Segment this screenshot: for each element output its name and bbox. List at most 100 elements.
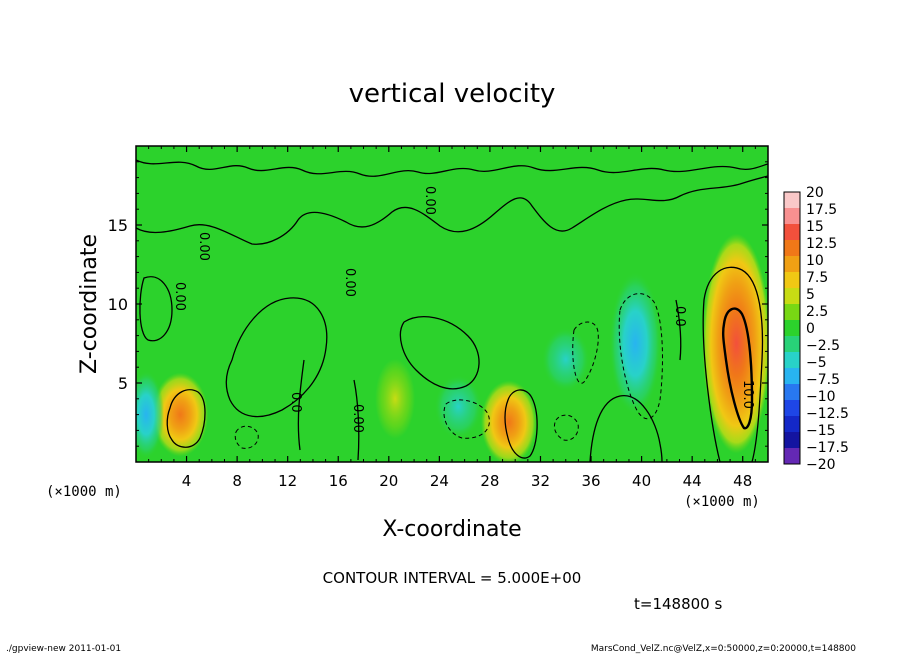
contour-zero-col-a [297,359,305,451]
colorbar-label: 10 [806,253,824,269]
colorbar-label: 15 [806,219,824,235]
colorbar-label: 17.5 [806,202,837,218]
contour-updraft-right-inner [721,307,754,430]
colorbar-label: 5 [806,287,815,303]
x-tick-label: 44 [683,472,702,490]
footer-right: MarsCond_VelZ.nc@VelZ,x=0:50000,z=0:2000… [591,644,856,654]
contour-zero-right [589,395,663,462]
colorbar-label: −20 [806,457,836,473]
x-unit-label-right: (×1000 m) [684,494,760,510]
contour-zero-upper [136,175,768,245]
colorbar-swatch [784,272,800,288]
contour-label: 10.0 [740,380,755,409]
colorbar-swatch [784,432,800,448]
colorbar-swatch [784,288,800,304]
colorbar-label: −2.5 [806,338,840,354]
x-tick-label: 40 [632,472,651,490]
colorbar-swatch [784,368,800,384]
x-tick-label: 4 [182,472,192,490]
contour-label: 0.00 [422,186,437,215]
contour-zero-col-b [353,379,360,461]
contour-zero-mid1 [225,297,328,418]
colorbar-swatch [784,448,800,464]
colorbar-swatch [784,256,800,272]
y-tick-label: 5 [118,374,128,393]
contour-updraft-mid [504,389,538,459]
contour-label: 0.00 [172,282,187,311]
contour-lines [136,159,768,462]
colorbar-label: −15 [806,423,836,439]
contour-lines-negative [234,293,663,449]
updraft-region [375,358,416,439]
colorbar-swatch [784,304,800,320]
x-tick-label: 24 [430,472,449,490]
downdraft-region [609,271,662,416]
colorbar-label: 7.5 [806,270,828,286]
contour-label: 0.0 [288,392,303,413]
contour-label: 0.00 [350,404,365,433]
updraft-region [480,380,537,462]
colorbar-swatch [784,320,800,336]
plot-area: 0.00 0.00 0.00 0.00 0.0 0.00 0.0 10.0 [136,146,768,462]
contour-interval-label: CONTOUR INTERVAL = 5.000E+00 [323,569,582,587]
contour-label: 0.00 [196,232,211,261]
footer-left: ./gpview-new 2011-01-01 [6,644,121,654]
colorbar-label: 0 [806,321,815,337]
colorbar-label: −5 [806,355,827,371]
colorbar-label: 20 [806,185,824,201]
contour-label: 0.0 [672,306,687,327]
x-axis-label: X-coordinate [382,517,521,542]
contour-downdraft-right [618,293,663,420]
colorbar-frame [783,191,801,465]
colorbar-swatch [784,384,800,400]
chart-title: vertical velocity [349,79,556,109]
colorbar-label: −10 [806,389,836,405]
colorbar-label: −12.5 [806,406,849,422]
colorbar-label: 2.5 [806,304,828,320]
x-tick-label: 16 [329,472,348,490]
colorbar-label: 12.5 [806,236,837,252]
contour-labels: 0.00 0.00 0.00 0.00 0.0 0.00 0.0 10.0 [172,186,755,433]
downdraft-region [136,370,165,459]
colorbar-swatch [784,336,800,352]
colorbar-label: −17.5 [806,440,849,456]
x-tick-label: 48 [733,472,752,490]
x-unit-label-left: (×1000 m) [46,484,122,500]
x-tick-label: 12 [278,472,297,490]
time-label: t=148800 s [634,595,722,613]
contour-zero-left-cell [139,276,173,342]
x-tick-label: 8 [232,472,242,490]
contour-zero-col-c [675,299,682,361]
contour-downdraft-small [553,414,579,441]
updraft-region [702,233,768,454]
y-tick-label: 15 [108,216,128,235]
contour-zero-top [136,159,768,177]
colorbar-swatch [784,416,800,432]
contour-updraft-left [166,389,206,448]
colorbar: 2017.51512.5107.552.50−2.5−5−7.5−10−12.5… [783,185,849,473]
colorbar-swatch [784,192,800,208]
x-tick-label: 32 [531,472,550,490]
contour-label: 0.00 [342,268,357,297]
updraft-region [152,372,209,457]
colorbar-label: −7.5 [806,372,840,388]
downdraft-region [541,327,590,392]
y-axis: 5 10 15 [108,161,768,447]
colorbar-swatch [784,224,800,240]
contour-downdraft-mid [443,399,490,439]
x-tick-label: 36 [581,472,600,490]
x-tick-label: 28 [480,472,499,490]
colorbar-swatch [784,400,800,416]
colorbar-swatch [784,352,800,368]
downdraft-region [434,374,483,439]
contour-zero-mid2 [399,316,480,390]
x-tick-label: 20 [379,472,398,490]
colorbar-swatch [784,240,800,256]
contour-updraft-right [702,266,764,462]
colorbar-swatch [784,208,800,224]
x-axis: 4 8 12 16 20 24 28 32 36 40 44 48 [148,146,756,490]
y-tick-label: 10 [108,295,128,314]
contour-downdraft-strip [572,321,599,384]
y-axis-label: Z-coordinate [77,234,102,374]
